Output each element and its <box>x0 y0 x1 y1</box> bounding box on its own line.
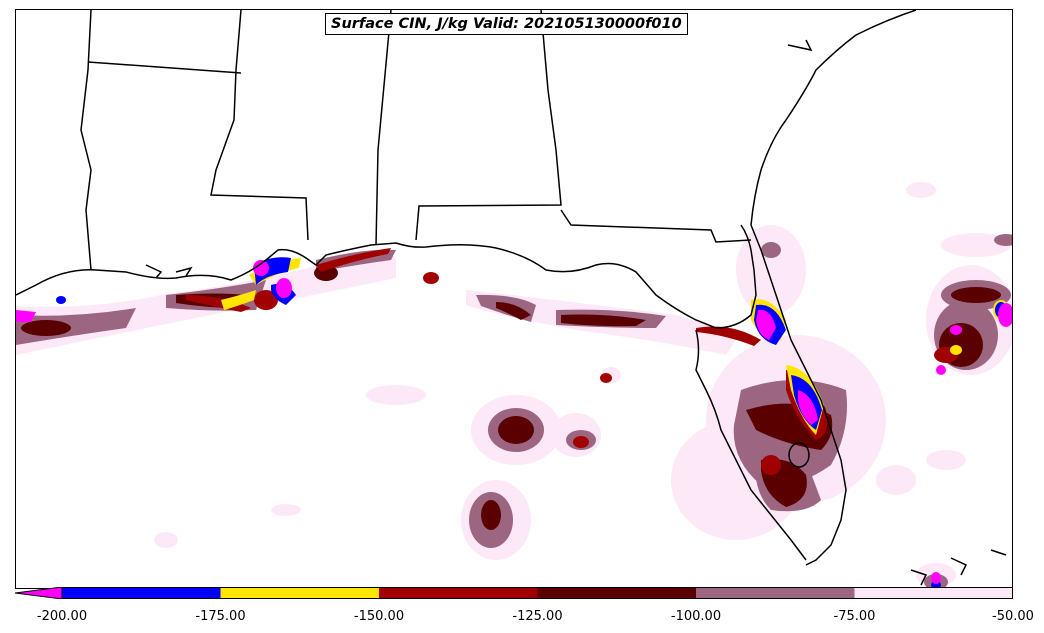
colorbar-bin <box>62 587 221 599</box>
cin-fill-darkred <box>21 265 1001 530</box>
cin-map <box>16 10 1012 588</box>
colorbar-tick-label: -200.00 <box>36 609 88 624</box>
colorbar-bin <box>854 587 1013 599</box>
colorbar-bin <box>379 587 538 599</box>
colorbar-bin <box>220 587 379 599</box>
colorbar-border <box>61 587 1013 599</box>
colorbar-tick-label: -175.00 <box>195 609 246 624</box>
map-title: Surface CIN, J/kg Valid: 202105130000f01… <box>325 13 688 35</box>
coastlines-borders <box>16 10 1007 586</box>
colorbar-bin <box>696 587 855 599</box>
colorbar-tick-label: -50.00 <box>992 609 1034 624</box>
colorbar-tick-label: -75.00 <box>833 609 876 624</box>
cin-fill-magenta <box>16 260 1012 584</box>
colorbar-tick-label: -125.00 <box>512 609 563 624</box>
colorbar <box>15 587 1013 599</box>
colorbar-tick-label: -100.00 <box>670 609 722 624</box>
cin-fill-pink <box>16 182 1012 587</box>
map-panel <box>15 9 1013 589</box>
colorbar-extend-below <box>15 587 63 599</box>
colorbar-bin <box>537 587 696 599</box>
colorbar-tick-label: -150.00 <box>353 609 405 624</box>
